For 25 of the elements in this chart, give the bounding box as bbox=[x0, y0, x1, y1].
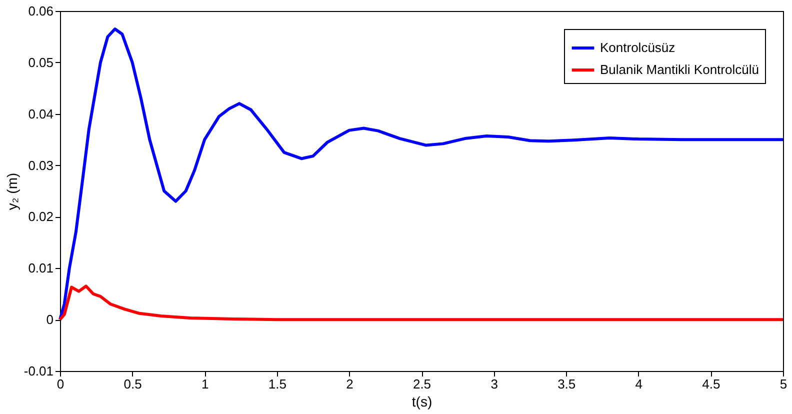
line-series bbox=[58, 284, 784, 322]
y-axis-title: y₂ (m) bbox=[4, 172, 20, 210]
legend-label: Bulanik Mantikli Kontrolcülü bbox=[600, 62, 759, 77]
x-tick-label: 3.5 bbox=[558, 376, 576, 392]
legend-label: Kontrolcüsüz bbox=[600, 40, 676, 55]
y-tick-label: 0.04 bbox=[28, 106, 54, 122]
x-tick-label: 2.5 bbox=[412, 376, 432, 392]
y-tick-label: -0.01 bbox=[24, 364, 54, 378]
y-tick-label: 0.05 bbox=[28, 54, 54, 70]
x-tick-label: 5 bbox=[780, 376, 788, 392]
x-tick-label: 1 bbox=[201, 376, 209, 392]
y-tick-label: 0.02 bbox=[28, 209, 54, 224]
x-tick-label: 4.5 bbox=[702, 376, 720, 392]
x-tick-label: 0 bbox=[56, 376, 64, 392]
line-series bbox=[58, 28, 784, 322]
y-tick-label: 0.01 bbox=[28, 260, 54, 276]
x-tick-label: 4 bbox=[635, 376, 643, 392]
x-tick-label: 2 bbox=[346, 376, 354, 392]
x-tick-label: 0.5 bbox=[124, 376, 142, 392]
y-tick-label: 0.03 bbox=[28, 158, 54, 173]
x-axis-title: t(s) bbox=[412, 394, 432, 410]
x-tick-label: 1.5 bbox=[268, 376, 286, 392]
y-tick-label: 0 bbox=[46, 312, 54, 328]
x-tick-label: 3 bbox=[490, 376, 498, 392]
y-tick-label: 0.06 bbox=[28, 4, 54, 18]
